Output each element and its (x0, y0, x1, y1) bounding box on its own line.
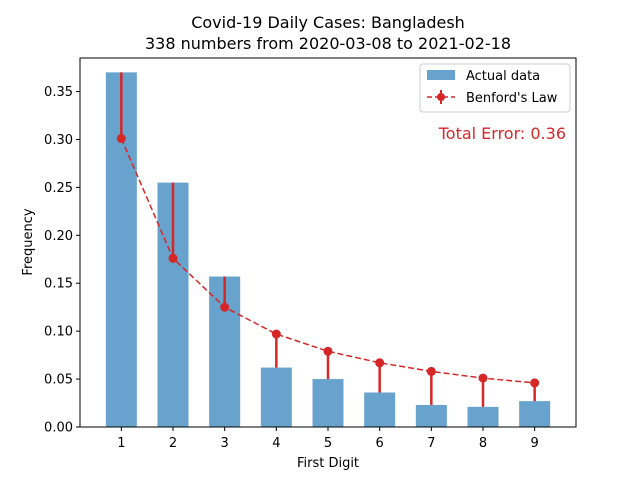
y-tick-label: 0.15 (44, 277, 73, 292)
x-axis-label: First Digit (297, 456, 359, 471)
x-tick-label: 5 (324, 436, 332, 451)
bar-4 (260, 367, 292, 427)
benford-line-layer (116, 134, 540, 388)
bar-5 (312, 379, 344, 427)
x-tick-label: 4 (272, 436, 280, 451)
legend-marker-swatch (437, 93, 445, 101)
x-tick-label: 9 (531, 436, 539, 451)
legend-box (419, 63, 571, 113)
benford-line (120, 138, 535, 384)
y-tick-label: 0.35 (44, 85, 73, 100)
x-tick-label: 3 (221, 436, 229, 451)
bar-7 (415, 404, 447, 427)
legend-label-actual: Actual data (466, 69, 540, 84)
bar-6 (364, 392, 396, 427)
y-tick-label: 0.10 (44, 325, 73, 340)
benford-point-3 (220, 302, 230, 312)
benford-point-2 (168, 253, 178, 263)
y-tick-label: 0.00 (44, 421, 73, 436)
bar-9 (519, 401, 551, 427)
y-tick-label: 0.20 (44, 229, 73, 244)
benford-point-9 (530, 378, 540, 388)
y-tick-label: 0.30 (44, 133, 73, 148)
benford-point-6 (375, 358, 385, 368)
error-lines-layer (120, 72, 536, 407)
legend-bar-swatch (427, 70, 455, 80)
x-tick-label: 6 (376, 436, 384, 451)
chart-subtitle: 338 numbers from 2020-03-08 to 2021-02-1… (145, 34, 511, 53)
benford-point-4 (271, 329, 281, 339)
chart-title: Covid-19 Daily Cases: Bangladesh (191, 13, 465, 32)
legend-label-benford: Benford's Law (466, 91, 558, 106)
x-tick-label: 2 (169, 436, 177, 451)
x-tick-label: 7 (427, 436, 435, 451)
benford-point-7 (426, 366, 436, 376)
legend: Actual data Benford's Law (419, 63, 571, 113)
y-axis-label: Frequency (21, 208, 36, 275)
total-error-annotation: Total Error: 0.36 (438, 124, 566, 143)
bars-layer (105, 72, 551, 428)
x-axis: 1 2 3 4 5 6 7 8 9 (117, 427, 539, 451)
benford-point-1 (116, 134, 126, 144)
x-tick-label: 8 (479, 436, 487, 451)
benford-point-5 (323, 346, 333, 356)
y-axis: 0.00 0.05 0.10 0.15 0.20 0.25 0.30 0.35 (44, 85, 80, 436)
x-tick-label: 1 (117, 436, 125, 451)
y-tick-label: 0.05 (44, 373, 73, 388)
bar-8 (467, 406, 499, 427)
y-tick-label: 0.25 (44, 181, 73, 196)
benford-point-8 (478, 373, 488, 383)
